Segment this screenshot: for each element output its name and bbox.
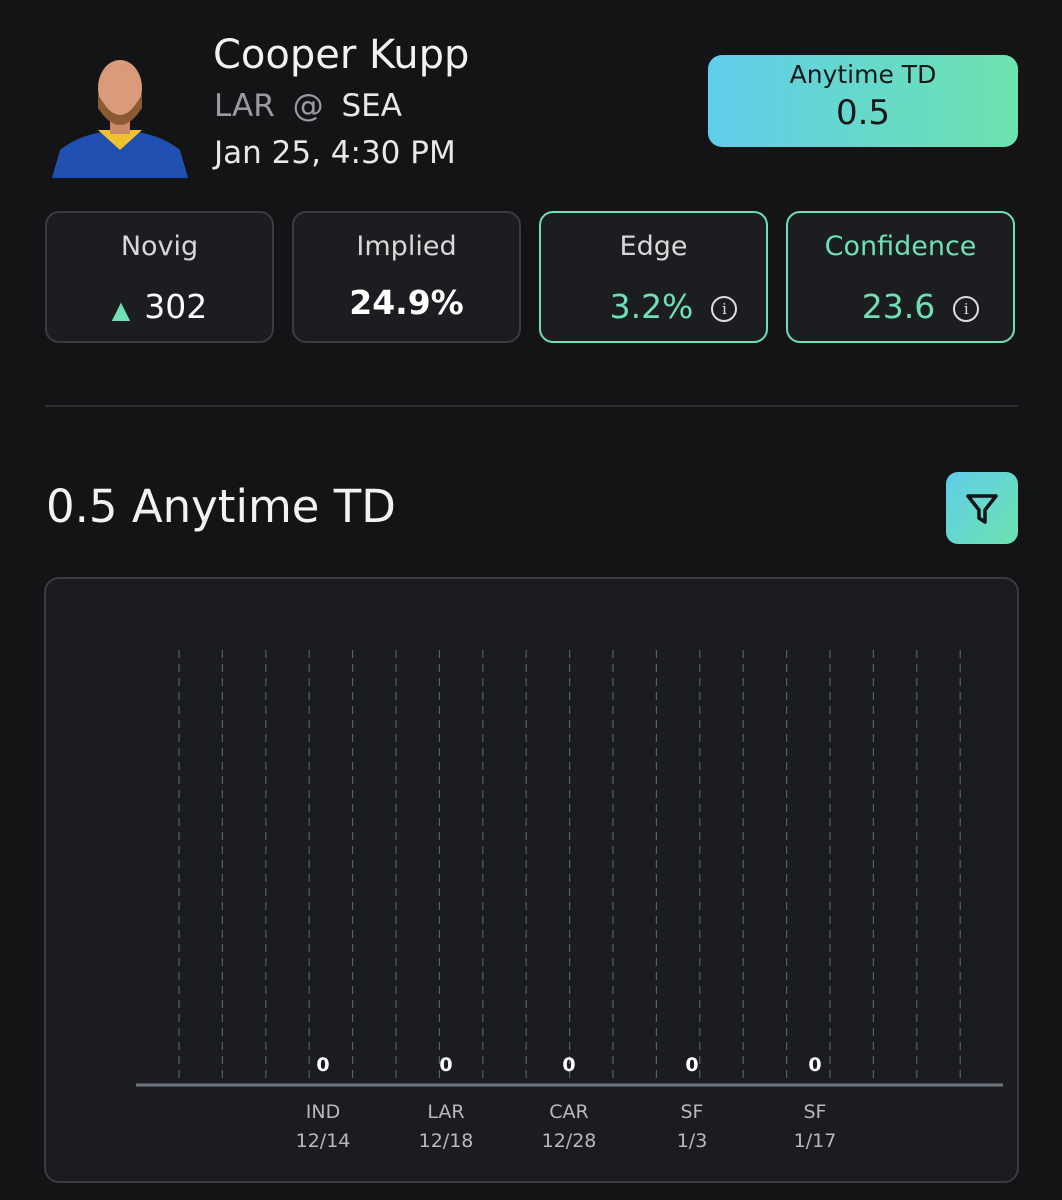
x-tick-date: 1/17 [794,1130,837,1152]
badge-label: Anytime TD [789,60,937,89]
card-value: 302 [144,287,208,326]
matchup: LAR @ SEA [214,88,402,124]
badge-line: 0.5 [835,93,891,133]
x-tick-date: 1/3 [677,1130,708,1152]
card-value-wrap: 3.2% i [541,287,766,326]
novig-card: Novig ▲ 302 [45,211,274,343]
card-label: Edge [619,231,688,262]
player-photo [52,50,188,178]
card-label: Novig [120,231,199,262]
filter-icon [966,494,998,524]
divider [45,405,1018,407]
filter-button[interactable] [946,472,1018,544]
value-label: 0 [808,1054,821,1076]
value-label: 0 [316,1054,329,1076]
card-value: 24.9% [349,283,464,322]
value-label: 0 [685,1054,698,1076]
info-icon[interactable]: i [711,295,738,322]
implied-card: Implied 24.9% [292,211,521,343]
photo-art [52,60,188,178]
home-team: SEA [341,88,402,124]
chart: 0 IND 12/14 0 LAR 12/18 0 CAR 12/28 0 SF 1/3 0 SF 1/17 [44,577,1019,1183]
card-label: Confidence [824,231,977,262]
up-arrow: ▲ [111,296,131,324]
chart-panel [44,577,1019,1183]
card-value-wrap: ▲ 302 [47,287,272,326]
at-sign: @ [292,88,324,124]
player-name: Cooper Kupp [213,32,470,78]
card-label: Implied [356,231,457,262]
x-tick-date: 12/28 [542,1130,597,1152]
x-tick-date: 12/14 [296,1130,351,1152]
x-tick-team: IND [306,1101,340,1123]
card-value: 3.2% [609,287,694,326]
away-team: LAR [214,88,275,124]
x-tick-team: CAR [549,1101,588,1123]
section-title: 0.5 Anytime TD [46,480,396,533]
x-tick-date: 12/18 [419,1130,474,1152]
card-value-wrap: 23.6 i [788,287,1013,326]
x-tick-team: SF [681,1101,704,1123]
prop-badge[interactable]: Anytime TD 0.5 [708,55,1018,147]
confidence-card: Confidence 23.6 i [786,211,1015,343]
game-time: Jan 25, 4:30 PM [214,135,456,171]
info-icon[interactable]: i [953,295,980,322]
x-tick-team: LAR [427,1101,464,1123]
value-label: 0 [562,1054,575,1076]
edge-card: Edge 3.2% i [539,211,768,343]
x-tick-team: SF [804,1101,827,1123]
card-value: 23.6 [861,287,936,326]
value-label: 0 [439,1054,452,1076]
